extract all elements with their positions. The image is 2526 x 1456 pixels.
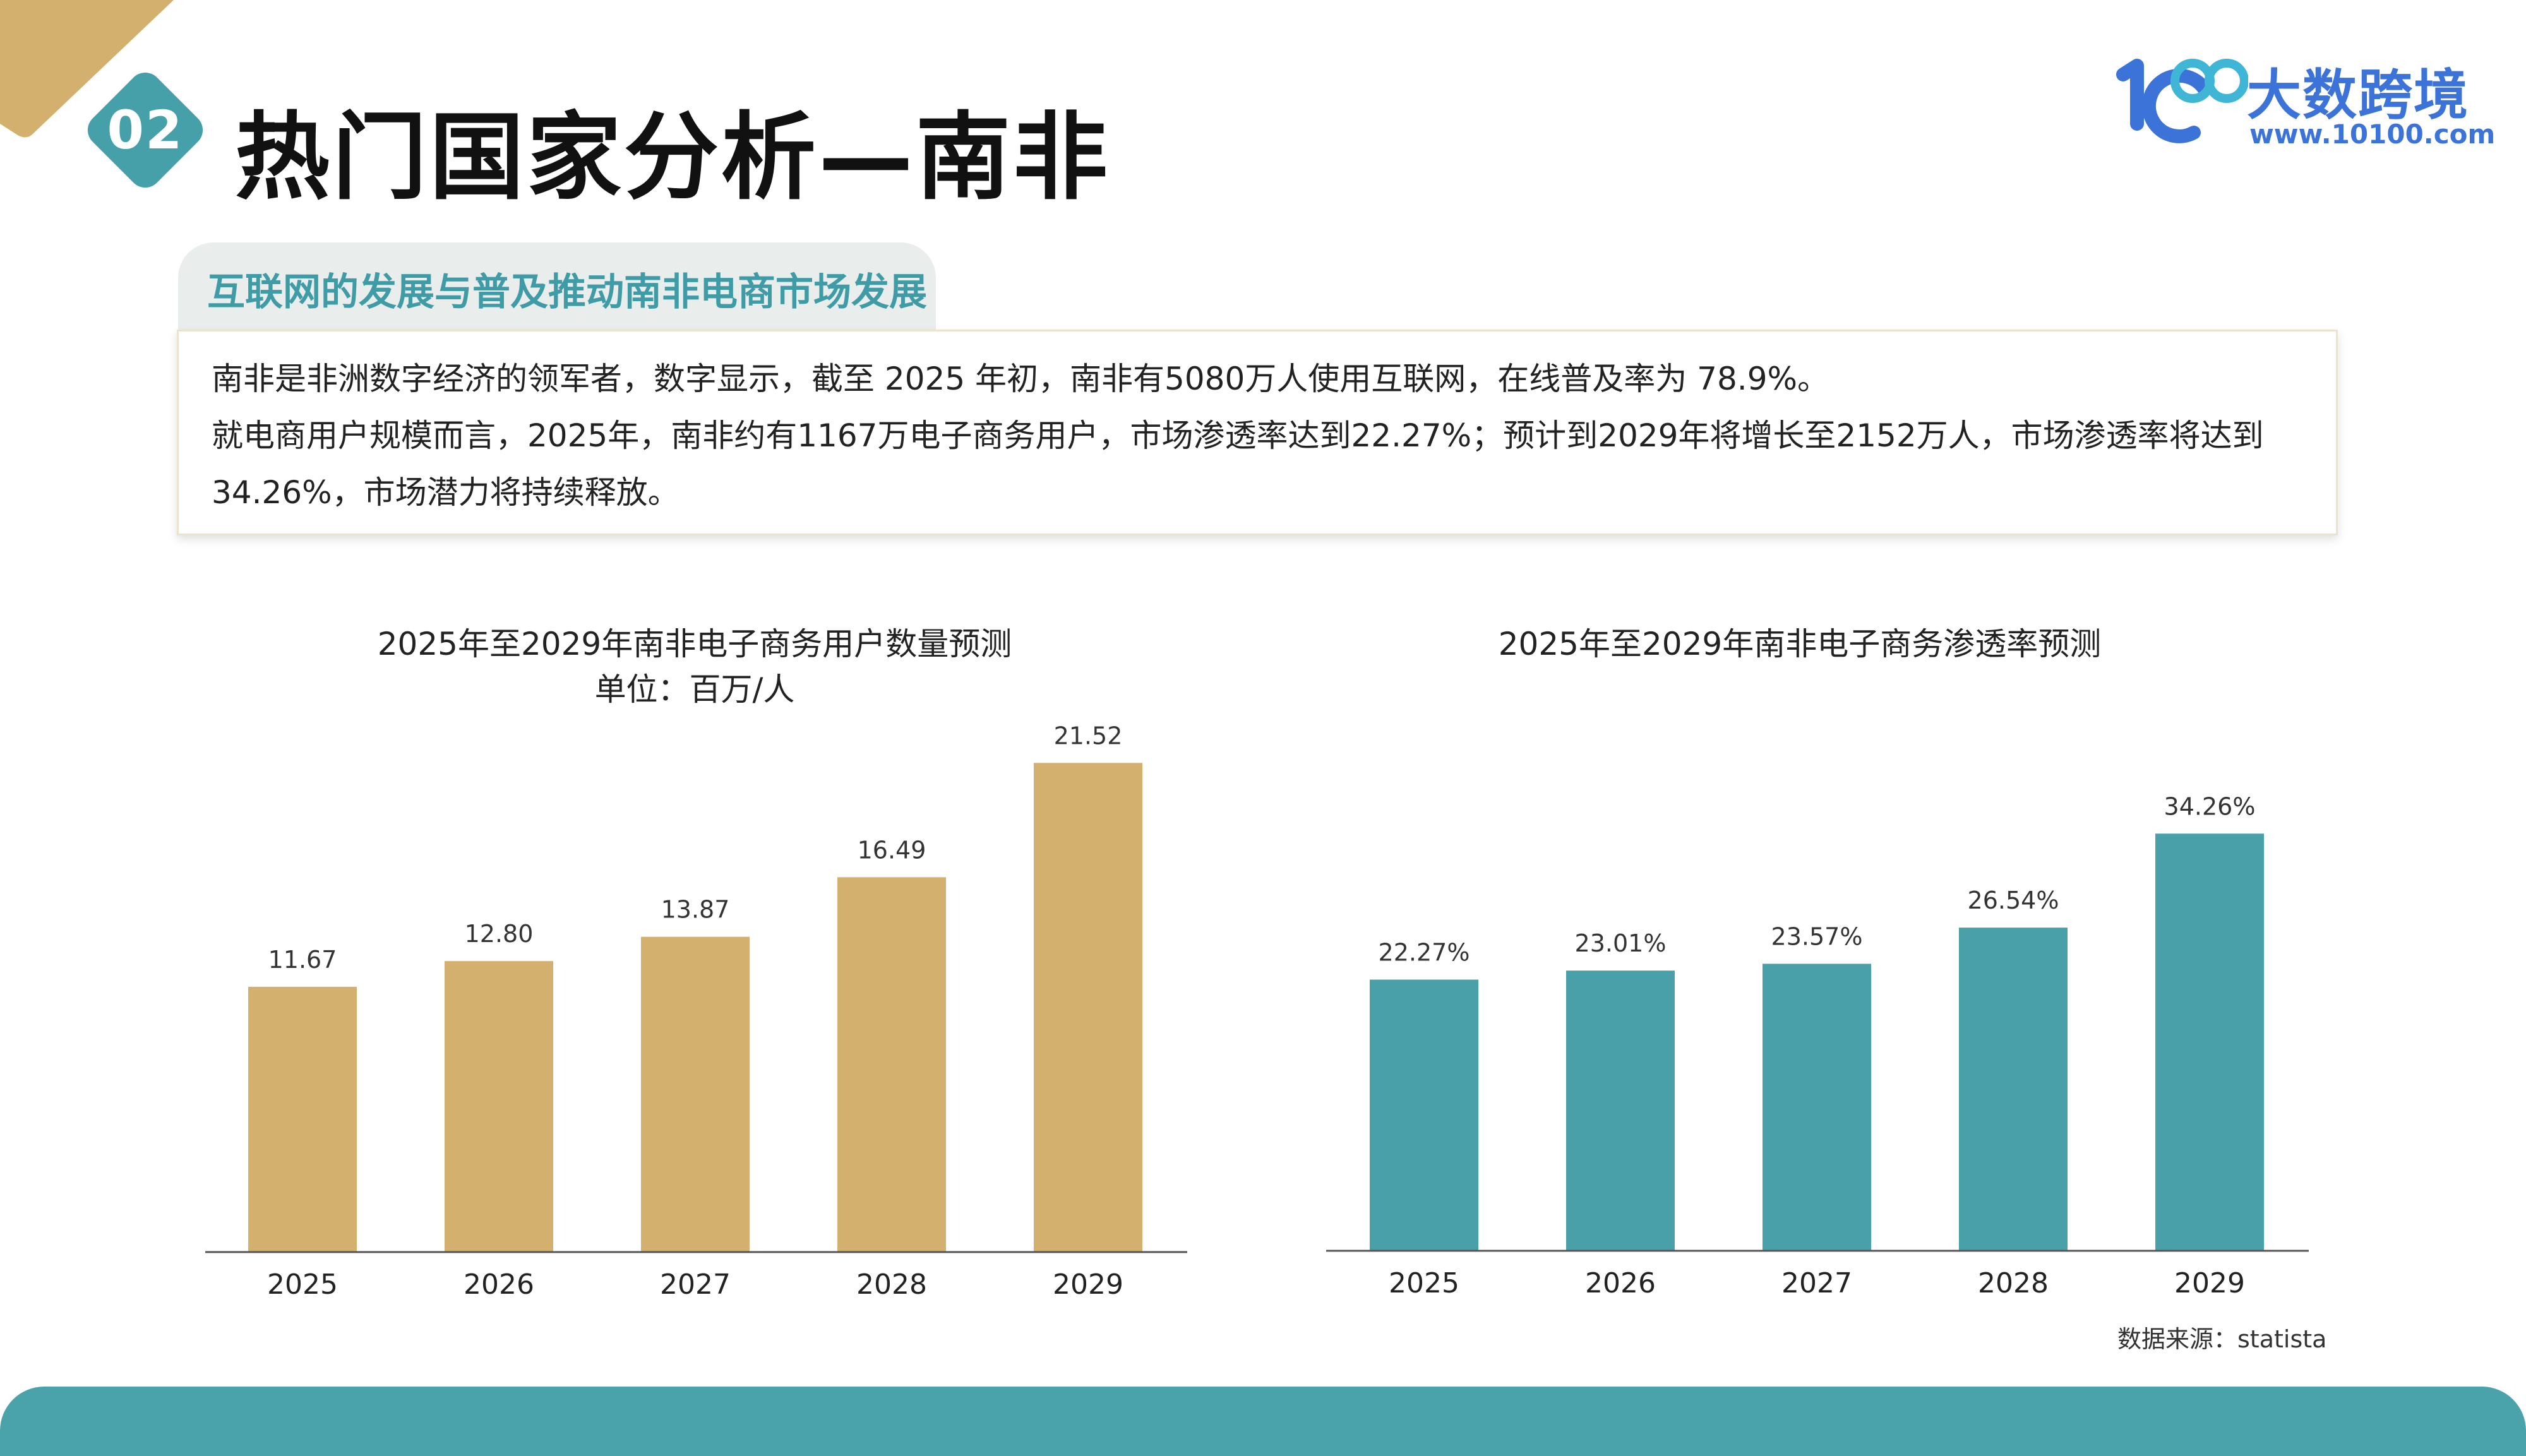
chart-1-bar-2028 [837, 877, 946, 1252]
chart-2-x-tick-label: 2028 [1978, 1267, 2049, 1299]
brand-name: 大数跨境 [2247, 64, 2469, 127]
chart-2-data-label: 22.27% [1379, 939, 1470, 967]
chart-1-data-label: 16.49 [858, 836, 926, 864]
chart-1-bar-2026 [445, 961, 553, 1252]
data-source: 数据来源：statista [2117, 1325, 2327, 1353]
chart-1-subtitle: 单位：百万/人 [594, 671, 795, 708]
chart-1-bar-2025 [248, 986, 357, 1252]
chart-1-title-block: 2025年至2029年南非电子商务用户数量预测 单位：百万/人 [240, 621, 1149, 712]
chart-2-x-tick-label: 2027 [1781, 1267, 1852, 1299]
chart-2-x-tick-label: 2026 [1585, 1267, 1656, 1299]
chart-1-x-tick-label: 2029 [1053, 1268, 1123, 1301]
chart-2-bar-2025 [1370, 979, 1478, 1251]
chart-2-data-label: 23.01% [1575, 929, 1667, 957]
chart-1-x-tick-label: 2025 [267, 1268, 338, 1301]
section-heading: 互联网的发展与普及推动南非电商市场发展 [207, 270, 927, 314]
chart-2-title-block: 2025年至2029年南非电子商务渗透率预测 [1345, 621, 2254, 667]
chart-1-data-label: 13.87 [661, 896, 730, 924]
corner-decoration [0, 0, 174, 138]
chart-2-data-label: 23.57% [1771, 922, 1863, 950]
chart-1-x-tick-label: 2026 [464, 1268, 534, 1301]
description-paragraph-2: 就电商用户规模而言，2025年，南非约有1167万电子商务用户，市场渗透率达到2… [212, 417, 2264, 511]
chart-2-data-label: 26.54% [1968, 886, 2059, 914]
description-paragraph-1: 南非是非洲数字经济的领军者，数字显示，截至 2025 年初，南非有5080万人使… [212, 361, 1829, 397]
logo-mark-icon [2116, 59, 2248, 143]
chart-1-data-label: 11.67 [268, 946, 337, 974]
chart-1-data-label: 12.80 [465, 920, 534, 948]
chart-2-x-tick-label: 2029 [2174, 1267, 2245, 1299]
footer-band [0, 1387, 2526, 1456]
section-number-badge: 02 [77, 62, 213, 198]
chart-2-title: 2025年至2029年南非电子商务渗透率预测 [1498, 626, 2102, 662]
chart-2-data-label: 34.26% [2164, 792, 2256, 820]
description-box: 南非是非洲数字经济的领军者，数字显示，截至 2025 年初，南非有5080万人使… [177, 330, 2338, 535]
chart-1-title: 2025年至2029年南非电子商务用户数量预测 [377, 626, 1012, 662]
chart-2-bar-2029 [2155, 833, 2264, 1251]
chart-1-bar-2029 [1034, 763, 1142, 1252]
section-number: 02 [107, 99, 184, 161]
section-heading-tab: 互联网的发展与普及推动南非电商市场发展 [178, 242, 936, 335]
diamond-shape [87, 72, 203, 188]
chart-2-bar-2027 [1763, 964, 1871, 1251]
page-title: 热门国家分析—南非 [235, 103, 1111, 213]
chart-2-x-tick-label: 2025 [1389, 1267, 1459, 1299]
chart-2-bar-2026 [1566, 970, 1675, 1251]
chart-1-bar-2027 [641, 936, 750, 1252]
charts-canvas: 11.67 2025 12.80 2026 13.87 2027 16.49 2028 21.5… [205, 722, 2309, 1301]
chart-1-x-tick-label: 2027 [660, 1268, 731, 1301]
chart-1-data-label: 21.52 [1054, 722, 1123, 749]
chart-2-bar-2028 [1959, 928, 2068, 1251]
brand-url: www.10100.com [2249, 119, 2496, 150]
chart-1-x-tick-label: 2028 [856, 1268, 927, 1301]
brand-logo: 大数跨境 www.10100.com [2109, 49, 2495, 163]
